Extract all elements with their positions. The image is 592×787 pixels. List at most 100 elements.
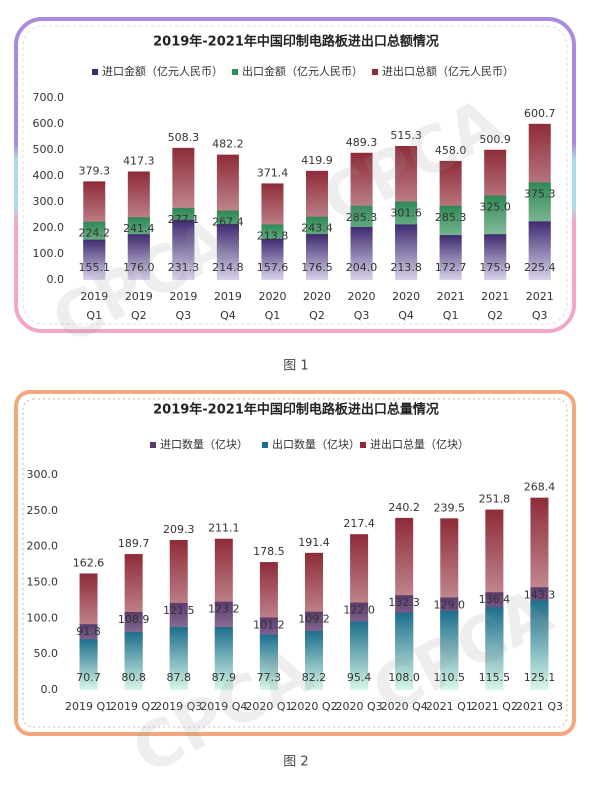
data-label: 375.3	[524, 187, 556, 200]
x-tick-label: 2020 Q3	[348, 290, 376, 322]
legend-label: 进出口总量（亿块）	[370, 437, 469, 451]
bar	[79, 639, 98, 690]
data-label: 241.4	[123, 222, 155, 235]
bar	[306, 234, 328, 280]
x-tick-part: Q4	[220, 309, 236, 322]
legend-swatch	[262, 442, 268, 448]
x-tick-part: 2021	[437, 290, 465, 303]
data-label: 178.5	[253, 545, 285, 558]
x-tick-label: 2020 Q4	[392, 290, 420, 322]
bar	[259, 634, 278, 690]
x-tick-label: 2021 Q2	[471, 700, 518, 713]
data-label: 267.4	[212, 215, 244, 228]
data-label: 157.6	[257, 261, 289, 274]
bar	[124, 632, 143, 690]
data-label: 143.3	[524, 588, 556, 601]
x-tick-label: 2019 Q4	[200, 700, 247, 713]
data-label: 162.6	[73, 556, 105, 569]
data-label: 80.8	[121, 671, 146, 684]
data-label: 285.3	[435, 211, 467, 224]
data-label: 458.0	[435, 144, 467, 157]
frame	[14, 390, 576, 736]
x-tick-part: 2020	[392, 290, 420, 303]
data-label: 191.4	[298, 536, 330, 549]
frame-inner	[22, 25, 568, 325]
bar	[350, 621, 369, 690]
x-tick-part: 2021	[526, 290, 554, 303]
x-tick-part: 2021	[481, 290, 509, 303]
data-label: 508.3	[168, 131, 200, 144]
data-label: 136.4	[479, 593, 511, 606]
data-label: 70.7	[76, 671, 101, 684]
data-label: 225.4	[524, 261, 556, 274]
bar	[484, 234, 507, 280]
x-tick-part: Q1	[443, 309, 459, 322]
y-tick-label: 0.0	[47, 273, 65, 286]
x-tick-label: 2020 Q4	[381, 700, 428, 713]
legend-swatch	[150, 442, 156, 448]
bar	[439, 235, 462, 280]
x-tick-label: 2019 Q1	[65, 700, 112, 713]
y-tick-label: 100.0	[27, 611, 59, 624]
x-tick-part: 2019	[214, 290, 242, 303]
data-label: 109.2	[298, 613, 330, 626]
data-label: 87.9	[212, 671, 237, 684]
data-label: 189.7	[118, 537, 150, 550]
x-tick-label: 2019 Q2	[125, 290, 153, 322]
x-tick-label: 2021 Q1	[426, 700, 473, 713]
data-label: 82.2	[302, 671, 327, 684]
x-tick-part: Q3	[354, 309, 370, 322]
data-label: 600.7	[524, 107, 556, 120]
x-tick-part: Q3	[532, 309, 548, 322]
data-label: 155.1	[79, 261, 111, 274]
x-tick-part: Q3	[176, 309, 192, 322]
data-label: 108.9	[118, 613, 150, 626]
x-tick-part: Q2	[131, 309, 147, 322]
data-label: 77.3	[257, 671, 282, 684]
bar	[172, 219, 195, 280]
bar	[395, 612, 414, 690]
y-tick-label: 0.0	[41, 683, 59, 696]
data-label: 129.0	[434, 599, 466, 612]
bar	[216, 224, 239, 280]
data-label: 489.3	[346, 136, 378, 149]
x-tick-part: 2020	[348, 290, 376, 303]
legend-label: 出口数量（亿块）	[272, 437, 360, 451]
data-label: 285.3	[346, 211, 378, 224]
data-label: 108.0	[388, 671, 420, 684]
y-tick-label: 400.0	[33, 169, 65, 182]
data-label: 214.8	[212, 261, 244, 274]
data-label: 277.1	[168, 213, 200, 226]
x-tick-label: 2019 Q4	[214, 290, 242, 322]
data-label: 110.5	[434, 671, 466, 684]
data-label: 125.1	[524, 671, 556, 684]
data-label: 123.2	[208, 603, 240, 616]
data-label: 176.5	[301, 261, 333, 274]
legend-swatch	[92, 69, 98, 75]
legend-label: 进口金额（亿元人民币）	[102, 64, 223, 78]
y-tick-label: 150.0	[27, 576, 59, 589]
x-tick-part: Q2	[309, 309, 325, 322]
y-tick-label: 200.0	[27, 540, 59, 553]
data-label: 122.0	[343, 604, 375, 617]
chart-title: 2019年-2021年中国印制电路板进出口总量情况	[153, 402, 439, 418]
legend-swatch	[372, 69, 378, 75]
x-tick-label: 2019 Q2	[110, 700, 157, 713]
y-tick-label: 250.0	[27, 504, 59, 517]
legend-swatch	[232, 69, 238, 75]
x-tick-part: Q1	[86, 309, 102, 322]
y-tick-label: 50.0	[34, 647, 59, 660]
data-label: 515.3	[390, 129, 422, 142]
data-label: 115.5	[479, 671, 511, 684]
data-label: 243.4	[301, 222, 333, 235]
caption: 图 1	[283, 359, 308, 374]
data-label: 204.0	[346, 261, 378, 274]
bar	[261, 239, 284, 280]
legend-label: 进口数量（亿块）	[160, 438, 248, 451]
data-label: 268.4	[524, 481, 556, 494]
x-tick-label: 2019 Q3	[155, 700, 202, 713]
x-tick-part: 2019	[169, 290, 197, 303]
data-label: 172.7	[435, 261, 467, 274]
x-tick-part: Q2	[487, 309, 503, 322]
bar	[127, 234, 150, 280]
